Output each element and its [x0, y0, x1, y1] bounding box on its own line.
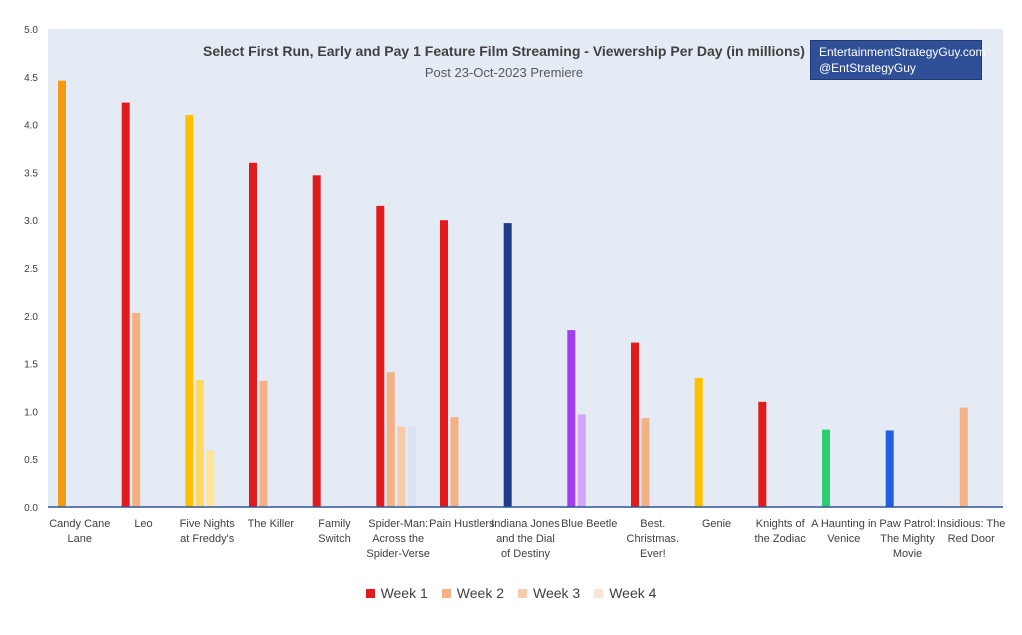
bar-week-1 — [567, 330, 576, 507]
x-tick-label: Five Nights at Freddy's — [180, 518, 236, 545]
legend-label-week-4: Week 4 — [609, 585, 657, 601]
bar-week-2 — [450, 417, 459, 507]
bar-week-1 — [249, 162, 257, 508]
x-tick-label: The Killer — [248, 518, 295, 530]
x-tick-label: Family Switch — [318, 518, 351, 545]
x-tick-label: Insidious: The Red Door — [937, 518, 1005, 545]
bar-week-1 — [312, 175, 321, 508]
legend-swatch-week-3 — [518, 588, 527, 598]
x-tick-label: Knights of the Zodiac — [755, 518, 807, 545]
legend-swatch-week-1 — [365, 588, 375, 598]
bar-week-1 — [440, 220, 448, 507]
x-tick-label: Paw Patrol: The Mighty Movie — [879, 518, 935, 560]
x-tick-label: Pain Hustlers — [429, 518, 495, 530]
bar-week-2 — [386, 372, 395, 507]
x-tick-label: Indiana Jones and the Dial of Destiny — [491, 518, 560, 560]
y-tick-label: 2.5 — [24, 264, 38, 275]
bar-week-4 — [407, 426, 416, 507]
x-tick-label: Genie — [702, 518, 731, 530]
y-tick-label: 0.0 — [24, 503, 38, 514]
x-tick-label: Leo — [134, 518, 152, 530]
watermark-site: EntertainmentStrategyGuy.com — [819, 45, 986, 59]
x-tick-label: Candy Cane Lane — [49, 518, 110, 545]
y-tick-label: 1.0 — [24, 407, 38, 418]
chart-subtitle: Post 23-Oct-2023 Premiere — [425, 65, 583, 80]
bar-week-2 — [259, 380, 268, 507]
bar-week-3 — [206, 450, 215, 507]
x-tick-label: A Haunting in Venice — [811, 518, 876, 545]
bar-week-1 — [694, 377, 703, 507]
bar-week-2 — [959, 407, 968, 507]
y-tick-label: 3.5 — [24, 168, 38, 179]
watermark-box: EntertainmentStrategyGuy.com @EntStrateg… — [810, 40, 986, 80]
bar-week-1 — [885, 430, 894, 507]
bar-week-1 — [758, 401, 767, 507]
legend-item-week-3: Week 3 — [518, 585, 580, 601]
x-tick-label: Blue Beetle — [561, 518, 617, 530]
watermark-handle: @EntStrategyGuy — [819, 61, 916, 75]
bar-week-3 — [397, 426, 406, 507]
y-tick-label: 5.0 — [24, 25, 38, 36]
bar-week-1 — [631, 342, 639, 507]
bar-week-1 — [503, 223, 512, 507]
bars-group — [58, 80, 968, 508]
legend-item-week-1: Week 1 — [365, 585, 428, 601]
bar-week-1 — [121, 102, 130, 507]
legend: Week 1 Week 2 Week 3 Week 4 — [0, 585, 1022, 601]
legend-label-week-2: Week 2 — [456, 585, 504, 601]
y-tick-label: 4.0 — [24, 121, 38, 132]
bar-week-1 — [185, 115, 194, 507]
y-tick-label: 4.5 — [24, 73, 38, 84]
y-axis: 0.0 0.5 1.0 1.5 2.0 2.5 3.0 3.5 4.0 4.5 5.0 — [24, 25, 38, 514]
y-tick-label: 2.0 — [24, 312, 38, 323]
bar-week-1 — [376, 205, 385, 507]
legend-item-week-4: Week 4 — [594, 585, 656, 601]
legend-swatch-week-2 — [441, 588, 451, 598]
x-axis-labels: Candy Cane Lane Leo Five Nights at Freddy's T… — [49, 518, 1005, 560]
y-tick-label: 3.0 — [24, 216, 38, 227]
legend-item-week-2: Week 2 — [441, 585, 504, 601]
plot-background — [48, 29, 1003, 507]
bar-week-2 — [132, 312, 141, 507]
bar-week-1 — [822, 429, 830, 507]
legend-label-week-1: Week 1 — [380, 585, 428, 601]
bar-week-2 — [577, 414, 586, 507]
y-tick-label: 1.5 — [24, 360, 38, 371]
chart-title: Select First Run, Early and Pay 1 Featur… — [203, 43, 805, 59]
bar-week-1 — [58, 80, 66, 507]
legend-swatch-week-4 — [594, 588, 604, 598]
x-tick-label: Best. Christmas. Ever! — [627, 518, 680, 560]
y-tick-label: 0.5 — [24, 455, 38, 466]
x-tick-label: Spider-Man: Across the Spider-Verse — [366, 518, 430, 560]
legend-label-week-3: Week 3 — [533, 585, 581, 601]
bar-week-2 — [195, 379, 204, 507]
bar-week-2 — [641, 418, 650, 507]
